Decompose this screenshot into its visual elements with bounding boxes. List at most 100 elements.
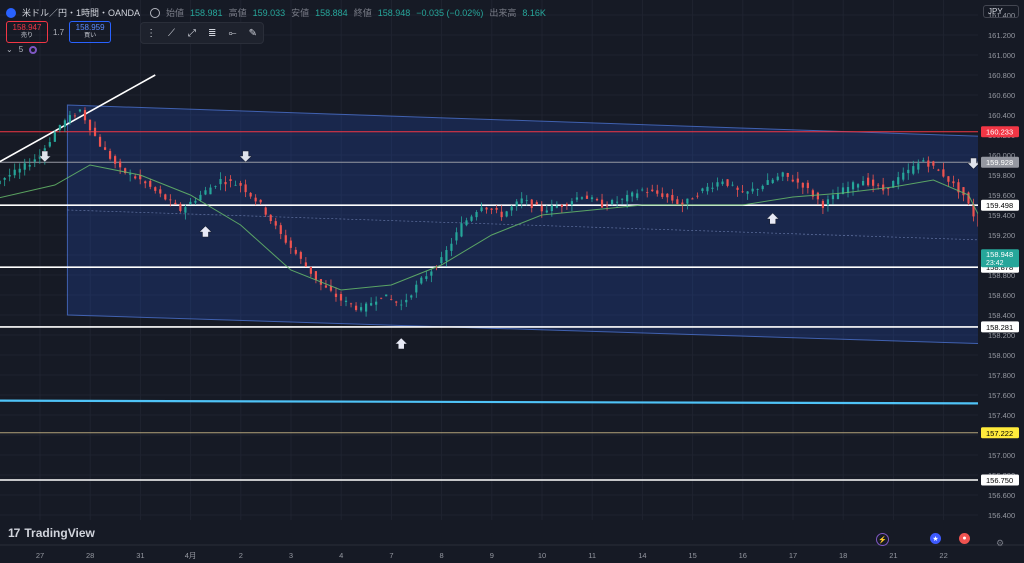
collapse-chevron-icon[interactable]: ⌄ bbox=[6, 45, 13, 54]
currency-selector[interactable]: JPY bbox=[983, 5, 1019, 18]
candle-body bbox=[259, 199, 262, 203]
candle-body bbox=[455, 232, 458, 241]
tradingview-brand: TradingView bbox=[24, 526, 95, 540]
candle-body bbox=[129, 173, 132, 175]
candle-body bbox=[18, 168, 21, 173]
candle-body bbox=[736, 187, 739, 190]
horizontal-levels[interactable] bbox=[0, 131, 978, 481]
candle-body bbox=[555, 206, 558, 208]
candle-body bbox=[500, 211, 503, 218]
candle-body bbox=[967, 192, 970, 204]
x-tick-label: 2 bbox=[239, 551, 243, 560]
candle-body bbox=[380, 297, 383, 299]
candle-body bbox=[806, 182, 809, 189]
symbol-flag-icon bbox=[6, 7, 16, 18]
candle-body bbox=[289, 240, 292, 248]
y-tick-label: 159.600 bbox=[988, 191, 1015, 200]
candle-body bbox=[264, 207, 267, 215]
pen-icon[interactable]: ✎ bbox=[248, 27, 257, 39]
sell-label: 売り bbox=[20, 33, 33, 39]
fib-icon[interactable]: ≣ bbox=[207, 27, 217, 39]
candle-body bbox=[365, 303, 368, 312]
candle-body bbox=[274, 221, 277, 226]
candle-body bbox=[716, 182, 719, 187]
candle-body bbox=[726, 179, 729, 186]
candle-body bbox=[144, 181, 147, 184]
candle-body bbox=[445, 250, 448, 261]
candle-body bbox=[475, 211, 478, 218]
jp-flag-icon[interactable]: ● bbox=[959, 533, 970, 544]
close-label: 終値 bbox=[353, 8, 372, 18]
eye-icon[interactable] bbox=[150, 7, 161, 18]
y-tick-label: 158.000 bbox=[988, 351, 1015, 360]
y-tick-label: 157.400 bbox=[988, 411, 1015, 420]
us-flag-icon[interactable]: ★ bbox=[930, 533, 941, 544]
candle-body bbox=[826, 199, 830, 206]
candle-body bbox=[28, 165, 31, 167]
y-tick-label: 160.000 bbox=[988, 151, 1015, 160]
descending-channel[interactable] bbox=[66, 104, 1024, 425]
candle-body bbox=[465, 220, 468, 226]
candle-body bbox=[73, 115, 77, 117]
trend-lines[interactable] bbox=[0, 74, 1024, 410]
candle-body bbox=[349, 303, 353, 305]
sell-button[interactable]: 158.947 売り bbox=[6, 21, 48, 43]
candle-body bbox=[244, 184, 247, 193]
ray-icon[interactable]: ⤢ bbox=[187, 27, 196, 39]
candle-body bbox=[98, 136, 102, 147]
buy-button[interactable]: 158.959 買い bbox=[69, 21, 112, 43]
price-label-bg bbox=[981, 474, 1019, 486]
price-axis[interactable]: 161.400 161.200 161.000 160.800 160.600 160.4… bbox=[978, 0, 1024, 563]
candle-body bbox=[410, 295, 413, 298]
candle-body bbox=[334, 293, 338, 297]
candle-body bbox=[83, 110, 87, 121]
candle-body bbox=[159, 189, 162, 194]
candle-body bbox=[219, 178, 222, 185]
candle-body bbox=[786, 173, 789, 177]
candle-body bbox=[284, 235, 287, 243]
x-tick-label: 28 bbox=[86, 551, 94, 560]
channel-fill bbox=[66, 104, 1024, 346]
candle-body bbox=[927, 160, 930, 167]
trend-line-icon[interactable]: ⟋ bbox=[167, 27, 175, 39]
candle-body bbox=[781, 172, 784, 177]
y-tick-label: 159.800 bbox=[988, 171, 1015, 180]
candle-body bbox=[435, 267, 438, 269]
time-axis[interactable]: 27 28 31 4月 2 3 4 7 8 9 10 11 14 15 16 17 18 21 22 bbox=[0, 544, 1024, 560]
candle-body bbox=[535, 202, 538, 205]
gear-icon[interactable]: ⚙ bbox=[996, 538, 1005, 548]
x-tick-label: 17 bbox=[789, 551, 797, 560]
candle-body bbox=[304, 262, 307, 267]
candle-body bbox=[892, 180, 895, 188]
candle-body bbox=[761, 185, 764, 190]
low-label: 安値 bbox=[291, 8, 310, 18]
candle-body bbox=[370, 303, 373, 306]
tradingview-logo: 17 TradingView bbox=[8, 526, 95, 540]
open-label: 始値 bbox=[166, 8, 185, 18]
down-arrow-marker bbox=[38, 150, 52, 163]
x-tick-label: 27 bbox=[36, 551, 44, 560]
x-tick-label: 14 bbox=[638, 551, 646, 560]
x-tick-label: 3 bbox=[289, 551, 293, 560]
candle-body bbox=[831, 195, 835, 200]
current-price-bg bbox=[981, 249, 1019, 268]
candle-body bbox=[63, 120, 66, 127]
candle-body bbox=[214, 186, 217, 187]
candle-body bbox=[415, 284, 418, 293]
candle-body bbox=[540, 205, 543, 212]
indicator-icon[interactable] bbox=[29, 45, 38, 54]
candle-body bbox=[721, 181, 724, 185]
arrow-line-icon[interactable]: ⟜ bbox=[228, 27, 237, 39]
drag-handle-icon[interactable]: ⋮ bbox=[146, 27, 157, 39]
candle-body bbox=[646, 192, 649, 193]
candle-body bbox=[766, 180, 769, 185]
candle-body bbox=[299, 252, 302, 259]
candle-body bbox=[294, 249, 297, 254]
lightning-icon[interactable]: ⚡ bbox=[876, 533, 889, 546]
y-tick-label: 161.000 bbox=[988, 51, 1015, 60]
candle-body bbox=[972, 204, 975, 217]
symbol-title[interactable]: 米ドル／円・1時間・OANDA bbox=[22, 8, 141, 18]
candle-body bbox=[686, 198, 689, 204]
arrow-markers[interactable] bbox=[38, 150, 1024, 350]
